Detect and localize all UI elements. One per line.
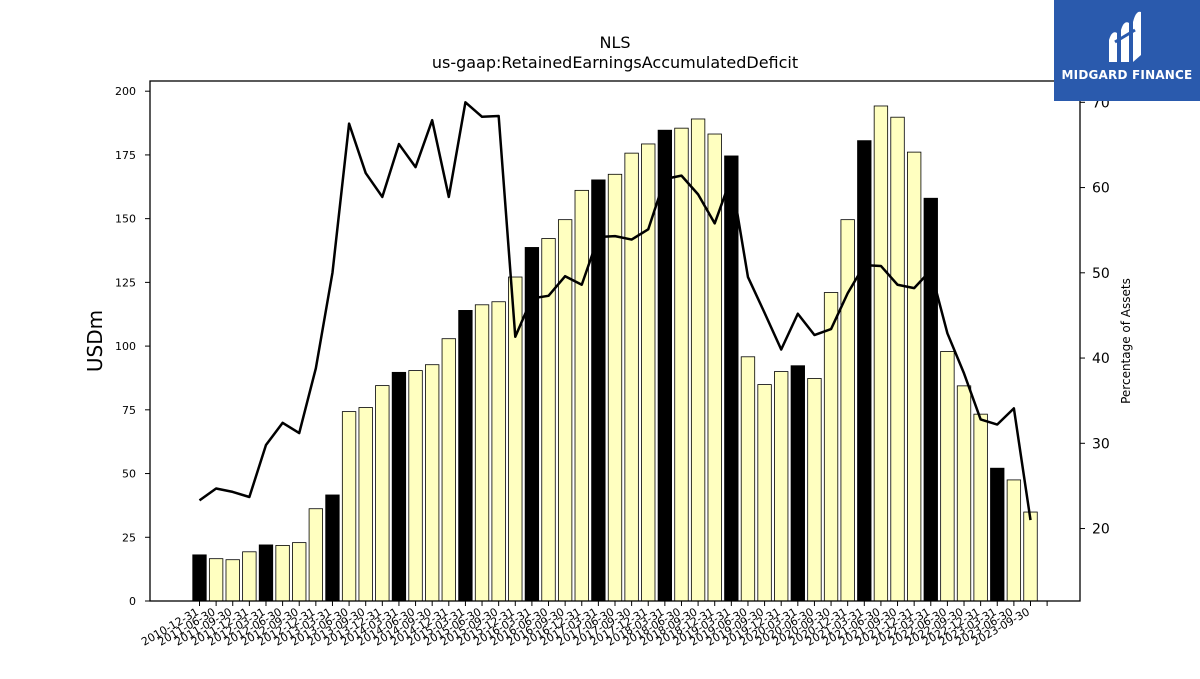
bar-2019-06-30: [757, 384, 772, 602]
bar-2021-06-30: [890, 116, 905, 602]
logo-text: MIDGARD FINANCE: [1061, 68, 1193, 82]
y-right-tick-label-20: 20: [1092, 522, 1110, 538]
bar-2022-12-31: [990, 467, 1005, 602]
bar-2022-03-31: [940, 351, 955, 602]
bar-2013-06-30: [358, 407, 373, 602]
bar-2018-03-31: [674, 127, 689, 602]
y-tick-label-200: 200: [115, 85, 136, 98]
chart-title: NLS: [599, 33, 630, 52]
bar-2012-12-31: [325, 494, 340, 602]
y-right-axis-label: Percentage of Assets: [1119, 278, 1133, 404]
bar-2011-09-30: [242, 551, 257, 602]
bar-2018-09-30: [707, 133, 722, 602]
y-right-tick-label-30: 30: [1092, 436, 1110, 452]
bar-2019-03-31: [740, 356, 756, 602]
y-axis-label: USDm: [83, 310, 107, 372]
bar-2014-06-30: [425, 364, 440, 602]
bar-2020-03-31: [807, 378, 822, 602]
y-tick-label-175: 175: [115, 149, 136, 162]
bar-2015-06-30: [491, 301, 506, 602]
bar-2013-03-31: [341, 411, 357, 602]
bar-2023-06-30: [1023, 511, 1038, 602]
bar-2011-03-31: [208, 558, 224, 602]
bar-2012-03-31: [275, 545, 290, 602]
y-tick-label-100: 100: [115, 340, 136, 353]
bar-2021-12-31: [923, 197, 938, 602]
bar-2014-09-30: [441, 338, 456, 602]
midgard-finance-logo: MIDGARD FINANCE: [1054, 0, 1200, 101]
bar-2014-12-31: [458, 310, 473, 602]
y-tick-label-0: 0: [129, 595, 136, 608]
bar-2015-03-31: [474, 304, 490, 602]
bar-2017-12-31: [657, 129, 673, 602]
bar-2021-09-30: [907, 151, 922, 602]
bar-2020-09-30: [840, 219, 855, 602]
logo-mark-icon: [1109, 11, 1141, 62]
y-right-tick-label-40: 40: [1092, 351, 1110, 367]
y-tick-label-50: 50: [122, 468, 136, 481]
y-tick-label-125: 125: [115, 276, 136, 289]
bar-2022-06-30: [956, 385, 972, 602]
y-right-tick-label-60: 60: [1092, 181, 1110, 197]
y-tick-label-75: 75: [122, 404, 136, 417]
y-right-tick-label-50: 50: [1092, 266, 1110, 282]
bar-2018-06-30: [690, 118, 706, 602]
percentage-of-assets-line: [198, 101, 1032, 521]
chart-subtitle: us-gaap:RetainedEarningsAccumulatedDefic…: [432, 53, 798, 72]
bar-2012-06-30: [292, 542, 307, 602]
bar-2018-12-31: [724, 155, 739, 602]
bar-2021-03-31: [873, 105, 889, 602]
bar-2014-03-31: [408, 370, 423, 602]
bar-2019-09-30: [774, 371, 789, 602]
bar-2011-12-31: [258, 544, 274, 602]
bar-2013-09-30: [375, 385, 390, 602]
bar-2022-09-30: [973, 413, 988, 602]
bar-2010-12-31: [192, 554, 207, 602]
bar-2019-12-31: [790, 365, 805, 602]
bar-2012-09-30: [308, 508, 323, 602]
bar-2013-12-31: [391, 371, 407, 602]
bar-2011-06-30: [225, 559, 240, 602]
y-tick-label-25: 25: [122, 531, 136, 544]
bar-2016-12-31: [591, 179, 606, 602]
bar-2023-03-31: [1006, 479, 1022, 602]
bar-2017-06-30: [624, 152, 639, 602]
bar-2016-09-30: [574, 189, 589, 602]
bar-2020-06-30: [823, 292, 839, 602]
bar-2020-12-31: [857, 140, 872, 602]
bar-2016-03-31: [541, 238, 556, 602]
y-tick-label-150: 150: [115, 213, 136, 226]
